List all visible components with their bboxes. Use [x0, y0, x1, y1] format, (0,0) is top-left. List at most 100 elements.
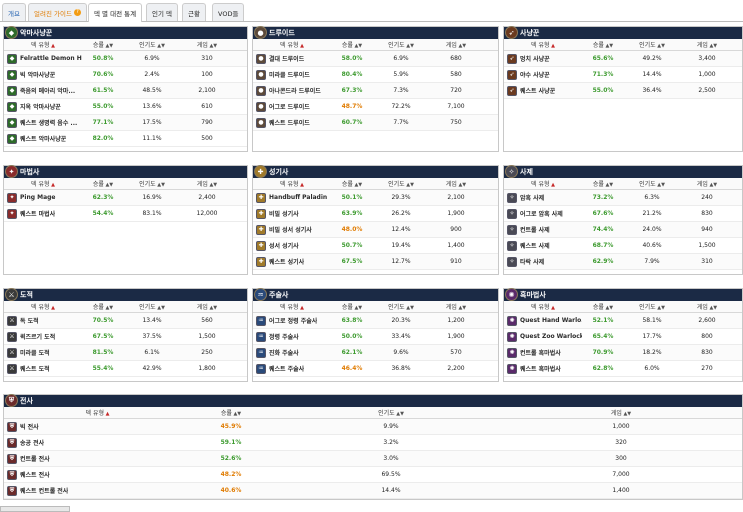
table-row[interactable]: ⚔ 퀵즈르기 도적 67.5% 37.5% 1,500: [4, 329, 247, 345]
table-row[interactable]: ◆ Felrattle Demon H... 50.8% 6.9% 310: [4, 51, 247, 67]
column-header-deck[interactable]: 덱 유형 ▲: [4, 408, 191, 417]
deck-name-cell[interactable]: ✦ Ping Mage: [4, 192, 82, 203]
table-row[interactable]: ➶ 야수 사냥꾼 71.3% 14.4% 1,000: [504, 67, 742, 83]
deck-name-cell[interactable]: ◆ 죽음의 메아리 악마...: [4, 85, 82, 96]
column-header-winrate[interactable]: 승률 ▲▼: [331, 179, 373, 188]
column-header-games[interactable]: 게임 ▲▼: [429, 179, 483, 188]
deck-name-cell[interactable]: ✚ 비밀 성기사: [253, 208, 331, 219]
deck-name-cell[interactable]: ✧ 암흑 사제: [504, 192, 582, 203]
column-header-popularity[interactable]: 인기도 ▲▼: [373, 302, 429, 311]
deck-name-cell[interactable]: ✚ 퀘스트 성기사: [253, 256, 331, 267]
tab-2[interactable]: 덱 별 대전 통계: [88, 3, 143, 22]
column-header-popularity[interactable]: 인기도 ▲▼: [373, 40, 429, 49]
column-header-deck[interactable]: 덱 유형 ▲: [4, 302, 82, 311]
deck-name-cell[interactable]: ⛨ 퀘스트 컨트롤 전사: [4, 485, 191, 496]
tab-0[interactable]: 개요: [2, 3, 26, 21]
column-header-popularity[interactable]: 인기도 ▲▼: [373, 179, 429, 188]
column-header-winrate[interactable]: 승률 ▲▼: [191, 408, 271, 417]
column-header-games[interactable]: 게임 ▲▼: [511, 408, 731, 417]
table-row[interactable]: ◆ 죽음의 메아리 악마... 61.5% 48.5% 2,100: [4, 83, 247, 99]
deck-name-cell[interactable]: ⚔ 퀘스트 도적: [4, 363, 82, 374]
deck-name-cell[interactable]: ♒ 진화 주술사: [253, 347, 331, 358]
column-header-deck[interactable]: 덱 유형 ▲: [253, 179, 331, 188]
table-row[interactable]: ⛨ 컨트롤 전사 52.6% 3.0% 300: [4, 451, 742, 467]
table-row[interactable]: ➶ 퀘스트 사냥꾼 55.0% 36.4% 2,500: [504, 83, 742, 99]
table-row[interactable]: ✧ 컨트롤 사제 74.4% 24.0% 940: [504, 222, 742, 238]
deck-name-cell[interactable]: ✺ Quest Hand Warlo...: [504, 315, 582, 326]
tab-3[interactable]: 인기 덱: [146, 3, 179, 21]
table-row[interactable]: ⚔ 독 도적 70.5% 13.4% 560: [4, 313, 247, 329]
table-row[interactable]: ♒ 어그로 정령 주술사 63.8% 20.3% 1,200: [253, 313, 498, 329]
column-header-popularity[interactable]: 인기도 ▲▼: [124, 179, 180, 188]
column-header-games[interactable]: 게임 ▲▼: [680, 302, 734, 311]
table-row[interactable]: ⚔ 퀘스트 도적 55.4% 42.9% 1,800: [4, 361, 247, 377]
table-row[interactable]: ● 어그로 드루이드 48.7% 72.2% 7,100: [253, 99, 498, 115]
deck-name-cell[interactable]: ✺ 퀘스트 흑마법사: [504, 363, 582, 374]
table-row[interactable]: ◆ 지옥 악마사냥꾼 55.0% 13.6% 610: [4, 99, 247, 115]
deck-name-cell[interactable]: ⚔ 미라클 도적: [4, 347, 82, 358]
tab-1[interactable]: 얼려진 가이드?: [28, 3, 87, 21]
deck-name-cell[interactable]: ✧ 어그로 암흑 사제: [504, 208, 582, 219]
table-row[interactable]: ✧ 어그로 암흑 사제 67.6% 21.2% 830: [504, 206, 742, 222]
table-row[interactable]: ✚ 비밀 성서 성기사 48.0% 12.4% 900: [253, 222, 498, 238]
deck-name-cell[interactable]: ✦ 퀘스트 마법사: [4, 208, 82, 219]
table-row[interactable]: ✺ Quest Zoo Warlock 65.4% 17.7% 800: [504, 329, 742, 345]
column-header-popularity[interactable]: 인기도 ▲▼: [624, 40, 680, 49]
table-row[interactable]: ✦ Ping Mage 62.3% 16.9% 2,400: [4, 190, 247, 206]
deck-name-cell[interactable]: ⛨ 컨트롤 전사: [4, 453, 191, 464]
deck-name-cell[interactable]: ⚔ 독 도적: [4, 315, 82, 326]
table-row[interactable]: ✺ Quest Hand Warlo... 52.1% 58.1% 2,600: [504, 313, 742, 329]
table-row[interactable]: ✧ 암흑 사제 73.2% 6.3% 240: [504, 190, 742, 206]
column-header-winrate[interactable]: 승률 ▲▼: [82, 179, 124, 188]
tab-5[interactable]: VOD들: [212, 3, 245, 21]
deck-name-cell[interactable]: ◆ 퀘스트 생명력 음수 ...: [4, 117, 82, 128]
deck-name-cell[interactable]: ⚔ 퀵즈르기 도적: [4, 331, 82, 342]
table-row[interactable]: ✧ 타락 사제 62.9% 7.9% 310: [504, 254, 742, 270]
table-row[interactable]: ♒ 진화 주술사 62.1% 9.6% 570: [253, 345, 498, 361]
deck-name-cell[interactable]: ● 결대 드루이드: [253, 53, 331, 64]
deck-name-cell[interactable]: ◆ Felrattle Demon H...: [4, 53, 82, 64]
table-row[interactable]: ✚ 퀘스트 성기사 67.5% 12.7% 910: [253, 254, 498, 270]
deck-name-cell[interactable]: ◆ 퀘스트 악마사냥꾼: [4, 133, 82, 144]
deck-name-cell[interactable]: ● 퀘스트 드루이드: [253, 117, 331, 128]
column-header-deck[interactable]: 덱 유형 ▲: [504, 40, 582, 49]
column-header-winrate[interactable]: 승률 ▲▼: [582, 40, 624, 49]
column-header-games[interactable]: 게임 ▲▼: [180, 302, 234, 311]
column-header-winrate[interactable]: 승률 ▲▼: [331, 302, 373, 311]
table-row[interactable]: ➶ 멍치 사냥꾼 65.6% 49.2% 3,400: [504, 51, 742, 67]
deck-name-cell[interactable]: ➶ 멍치 사냥꾼: [504, 53, 582, 64]
table-row[interactable]: ⚔ 미라클 도적 81.5% 6.1% 250: [4, 345, 247, 361]
column-header-popularity[interactable]: 인기도 ▲▼: [271, 408, 511, 417]
column-header-games[interactable]: 게임 ▲▼: [180, 40, 234, 49]
table-row[interactable]: ◆ 빅 악마사냥꾼 70.6% 2.4% 100: [4, 67, 247, 83]
horizontal-scrollbar[interactable]: [0, 506, 70, 512]
table-row[interactable]: ● 퀘스트 드루이드 60.7% 7.7% 750: [253, 115, 498, 131]
deck-name-cell[interactable]: ● 미라클 드루이드: [253, 69, 331, 80]
deck-name-cell[interactable]: ♒ 어그로 정령 주술사: [253, 315, 331, 326]
column-header-games[interactable]: 게임 ▲▼: [680, 40, 734, 49]
column-header-deck[interactable]: 덱 유형 ▲: [253, 302, 331, 311]
deck-name-cell[interactable]: ⛨ 퀘스트 전사: [4, 469, 191, 480]
table-row[interactable]: ⛨ 송공 전사 59.1% 3.2% 320: [4, 435, 742, 451]
deck-name-cell[interactable]: ● 아나콘드라 드루이드: [253, 85, 331, 96]
table-row[interactable]: ● 미라클 드루이드 80.4% 5.9% 580: [253, 67, 498, 83]
deck-name-cell[interactable]: ➶ 야수 사냥꾼: [504, 69, 582, 80]
deck-name-cell[interactable]: ⛨ 송공 전사: [4, 437, 191, 448]
deck-name-cell[interactable]: ✚ 성서 성기사: [253, 240, 331, 251]
deck-name-cell[interactable]: ✧ 컨트롤 사제: [504, 224, 582, 235]
table-row[interactable]: ✚ 비밀 성기사 63.9% 26.2% 1,900: [253, 206, 498, 222]
column-header-winrate[interactable]: 승률 ▲▼: [82, 40, 124, 49]
column-header-popularity[interactable]: 인기도 ▲▼: [624, 302, 680, 311]
deck-name-cell[interactable]: ◆ 지옥 악마사냥꾼: [4, 101, 82, 112]
column-header-deck[interactable]: 덱 유형 ▲: [253, 40, 331, 49]
column-header-popularity[interactable]: 인기도 ▲▼: [124, 40, 180, 49]
deck-name-cell[interactable]: ♒ 퀘스트 주술사: [253, 363, 331, 374]
column-header-winrate[interactable]: 승률 ▲▼: [582, 179, 624, 188]
table-row[interactable]: ✺ 컨트롤 흑마법사 70.9% 18.2% 830: [504, 345, 742, 361]
table-row[interactable]: ⛨ 퀘스트 전사 48.2% 69.5% 7,000: [4, 467, 742, 483]
table-row[interactable]: ⛨ 퀘스트 컨트롤 전사 40.6% 14.4% 1,400: [4, 483, 742, 499]
table-row[interactable]: ✦ 퀘스트 마법사 54.4% 83.1% 12,000: [4, 206, 247, 222]
column-header-popularity[interactable]: 인기도 ▲▼: [124, 302, 180, 311]
deck-name-cell[interactable]: ◆ 빅 악마사냥꾼: [4, 69, 82, 80]
table-row[interactable]: ● 결대 드루이드 58.0% 6.9% 680: [253, 51, 498, 67]
